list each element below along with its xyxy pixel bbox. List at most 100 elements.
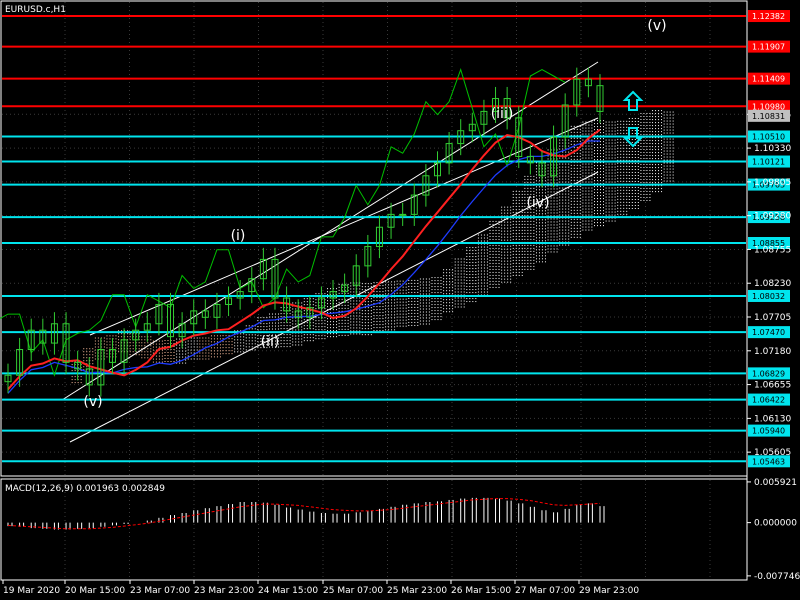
cloud-dot bbox=[515, 214, 517, 216]
cloud-dot bbox=[277, 325, 279, 327]
cloud-dot bbox=[655, 146, 657, 148]
cloud-dot bbox=[399, 307, 401, 309]
cloud-dot bbox=[588, 199, 590, 201]
cloud-dot bbox=[568, 166, 570, 168]
cloud-dot bbox=[452, 305, 454, 307]
cloud-dot bbox=[550, 209, 552, 211]
cloud-dot bbox=[399, 313, 401, 315]
cloud-dot bbox=[510, 278, 512, 280]
cloud-dot bbox=[617, 192, 619, 194]
cloud-dot bbox=[614, 130, 616, 132]
cloud-dot bbox=[449, 284, 451, 286]
cloud-dot bbox=[661, 167, 663, 169]
cloud-dot bbox=[190, 340, 192, 342]
cloud-dot bbox=[544, 180, 546, 182]
cloud-dot bbox=[176, 347, 178, 349]
cloud-dot bbox=[649, 169, 651, 171]
cloud-dot bbox=[666, 141, 668, 143]
cloud-dot bbox=[588, 148, 590, 150]
cloud-dot bbox=[582, 214, 584, 216]
cloud-dot bbox=[573, 155, 575, 157]
cloud-dot bbox=[570, 227, 572, 229]
cloud-dot bbox=[440, 304, 442, 306]
cloud-dot bbox=[185, 347, 187, 349]
cloud-dot bbox=[597, 147, 598, 149]
cloud-dot bbox=[472, 283, 474, 285]
cloud-dot bbox=[454, 276, 456, 278]
cloud-dot bbox=[170, 349, 172, 351]
cloud-dot bbox=[588, 178, 590, 180]
cloud-dot bbox=[158, 352, 160, 354]
price-tick-label: 1.08755 bbox=[754, 245, 791, 255]
cloud-dot bbox=[405, 289, 407, 291]
cloud-dot bbox=[338, 289, 340, 291]
cloud-dot bbox=[663, 120, 665, 122]
cloud-dot bbox=[603, 192, 604, 194]
cloud-dot bbox=[608, 175, 610, 177]
cloud-dot bbox=[370, 286, 372, 288]
cloud-dot bbox=[643, 181, 645, 183]
cloud-dot bbox=[663, 117, 665, 119]
cloud-dot bbox=[103, 346, 105, 348]
cloud-dot bbox=[640, 133, 642, 135]
cloud-dot bbox=[486, 255, 488, 257]
candle-body bbox=[62, 323, 70, 363]
cloud-dot bbox=[515, 205, 517, 207]
cloud-dot bbox=[530, 268, 532, 270]
cloud-dot bbox=[591, 199, 593, 201]
cloud-dot bbox=[341, 328, 343, 330]
cloud-dot bbox=[303, 334, 305, 336]
cloud-dot bbox=[132, 345, 134, 347]
cloud-dot bbox=[480, 258, 482, 260]
cloud-dot bbox=[515, 232, 517, 234]
cloud-dot bbox=[603, 177, 604, 179]
cloud-dot bbox=[417, 288, 419, 290]
cloud-dot bbox=[327, 330, 329, 332]
cloud-dot bbox=[573, 146, 575, 148]
cloud-dot bbox=[631, 177, 633, 179]
cloud-dot bbox=[443, 269, 445, 271]
macd-signal-line bbox=[7, 498, 601, 530]
cloud-dot bbox=[527, 268, 529, 270]
cloud-dot bbox=[425, 293, 427, 295]
cloud-dot bbox=[515, 262, 517, 264]
cloud-dot bbox=[283, 346, 285, 348]
cloud-dot bbox=[541, 207, 543, 209]
cloud-dot bbox=[655, 134, 657, 136]
cloud-dot bbox=[373, 297, 375, 299]
cloud-dot bbox=[460, 282, 462, 284]
cloud-dot bbox=[640, 193, 642, 195]
cloud-dot bbox=[611, 205, 613, 207]
cloud-dot bbox=[515, 274, 517, 276]
cloud-dot bbox=[185, 359, 187, 361]
cloud-dot bbox=[193, 358, 195, 360]
cloud-dot bbox=[614, 211, 616, 213]
cloud-dot bbox=[263, 338, 265, 340]
cloud-dot bbox=[274, 337, 276, 339]
cloud-dot bbox=[573, 212, 575, 214]
cloud-dot bbox=[237, 345, 239, 347]
cloud-dot bbox=[562, 148, 564, 150]
cloud-dot bbox=[570, 191, 572, 193]
cloud-dot bbox=[553, 221, 555, 223]
cloud-dot bbox=[637, 198, 639, 200]
cloud-dot bbox=[254, 325, 256, 327]
cloud-dot bbox=[277, 322, 279, 324]
cloud-dot bbox=[382, 330, 384, 332]
cloud-dot bbox=[443, 308, 445, 310]
cloud-dot bbox=[649, 166, 651, 168]
cloud-dot bbox=[565, 172, 567, 174]
cloud-dot bbox=[582, 175, 584, 177]
level-label: 1.05940 bbox=[752, 427, 785, 436]
cloud-dot bbox=[620, 174, 622, 176]
cloud-dot bbox=[582, 226, 584, 228]
cloud-dot bbox=[402, 304, 404, 306]
cloud-dot bbox=[597, 192, 598, 194]
cloud-dot bbox=[669, 174, 671, 176]
cloud-dot bbox=[173, 352, 175, 354]
cloud-dot bbox=[512, 247, 514, 249]
cloud-dot bbox=[617, 165, 619, 167]
cloud-dot bbox=[440, 298, 442, 300]
